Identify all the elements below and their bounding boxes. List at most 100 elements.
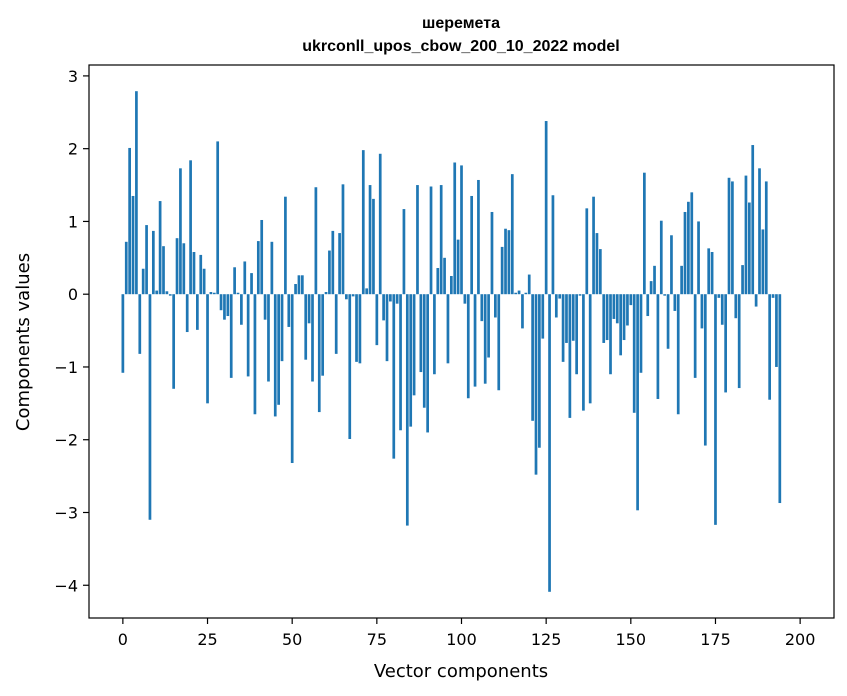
bar-190 bbox=[764, 181, 768, 295]
bar-132 bbox=[568, 294, 572, 418]
bar-150 bbox=[629, 294, 633, 306]
bar-91 bbox=[429, 186, 433, 295]
bar-55 bbox=[307, 294, 311, 324]
bar-14 bbox=[168, 294, 172, 296]
bar-171 bbox=[700, 294, 704, 329]
bar-2 bbox=[128, 147, 131, 295]
bar-123 bbox=[538, 294, 541, 448]
bar-167 bbox=[687, 201, 690, 295]
bar-43 bbox=[267, 294, 270, 382]
bar-178 bbox=[724, 294, 727, 393]
bar-22 bbox=[196, 294, 199, 330]
bar-145 bbox=[612, 294, 616, 319]
bar-59 bbox=[321, 294, 325, 376]
bar-115 bbox=[510, 174, 514, 295]
bar-159 bbox=[659, 220, 663, 295]
bar-49 bbox=[287, 294, 291, 327]
bar-6 bbox=[141, 268, 145, 295]
bar-3 bbox=[131, 195, 135, 295]
bar-117 bbox=[517, 290, 521, 295]
bar-133 bbox=[571, 294, 575, 341]
bar-151 bbox=[632, 294, 636, 413]
bar-141 bbox=[598, 249, 602, 295]
bar-34 bbox=[236, 292, 240, 295]
bar-67 bbox=[348, 294, 352, 439]
bar-70 bbox=[358, 294, 362, 364]
bar-188 bbox=[758, 168, 761, 295]
bar-52 bbox=[297, 275, 301, 295]
bar-0 bbox=[121, 294, 125, 373]
bar-136 bbox=[582, 294, 585, 411]
bar-186 bbox=[751, 145, 755, 295]
y-tick-label: −4 bbox=[54, 576, 78, 595]
bar-183 bbox=[741, 265, 744, 295]
x-tick-label: 50 bbox=[282, 630, 302, 649]
bar-142 bbox=[602, 294, 606, 343]
bar-27 bbox=[212, 292, 216, 295]
y-tick-label: −1 bbox=[54, 358, 78, 377]
bar-162 bbox=[670, 235, 673, 295]
bar-72 bbox=[365, 288, 369, 295]
bar-10 bbox=[155, 290, 159, 295]
bar-192 bbox=[771, 294, 775, 298]
bar-138 bbox=[588, 294, 592, 404]
bar-98 bbox=[453, 162, 457, 295]
bar-series bbox=[121, 91, 782, 592]
bar-107 bbox=[483, 294, 487, 384]
bar-125 bbox=[544, 121, 548, 295]
bar-164 bbox=[676, 294, 680, 415]
bar-185 bbox=[747, 202, 751, 295]
bar-173 bbox=[707, 248, 711, 295]
bar-129 bbox=[558, 294, 562, 299]
bar-8 bbox=[148, 294, 152, 520]
bar-51 bbox=[294, 284, 297, 295]
bar-13 bbox=[165, 291, 169, 295]
bar-71 bbox=[361, 150, 365, 295]
bar-7 bbox=[145, 225, 148, 295]
bar-97 bbox=[449, 276, 453, 295]
bar-19 bbox=[185, 294, 189, 333]
bar-172 bbox=[703, 294, 707, 446]
bar-82 bbox=[399, 294, 402, 431]
bar-58 bbox=[317, 294, 321, 413]
y-tick-label: −3 bbox=[54, 503, 78, 522]
bar-126 bbox=[548, 294, 551, 592]
bar-73 bbox=[368, 185, 372, 295]
bar-15 bbox=[172, 294, 176, 389]
y-axis-label: Components values bbox=[13, 253, 34, 431]
bar-112 bbox=[500, 246, 504, 295]
bar-85 bbox=[409, 294, 413, 427]
bar-93 bbox=[436, 268, 440, 295]
bar-130 bbox=[561, 294, 565, 362]
bar-109 bbox=[490, 211, 494, 295]
bar-143 bbox=[605, 294, 609, 341]
bar-23 bbox=[199, 254, 203, 295]
bar-33 bbox=[233, 267, 236, 295]
bar-47 bbox=[280, 294, 284, 362]
bar-46 bbox=[277, 294, 280, 405]
bar-20 bbox=[189, 160, 192, 295]
bar-26 bbox=[209, 292, 213, 295]
bar-157 bbox=[653, 265, 656, 295]
bar-69 bbox=[355, 294, 358, 362]
bar-90 bbox=[426, 294, 429, 433]
x-tick-label: 150 bbox=[616, 630, 647, 649]
bar-148 bbox=[622, 294, 626, 341]
bar-175 bbox=[714, 294, 717, 525]
bar-176 bbox=[717, 294, 721, 298]
bar-53 bbox=[300, 275, 304, 295]
bar-134 bbox=[575, 294, 578, 375]
bar-182 bbox=[737, 294, 741, 389]
bar-108 bbox=[487, 294, 490, 358]
y-tick-label: 1 bbox=[68, 212, 78, 231]
plot-frame bbox=[88, 64, 835, 619]
bar-111 bbox=[497, 294, 501, 391]
bar-37 bbox=[246, 294, 250, 377]
bar-180 bbox=[731, 181, 734, 295]
bar-94 bbox=[439, 185, 443, 295]
x-tick-label: 100 bbox=[446, 630, 477, 649]
bar-24 bbox=[202, 268, 206, 295]
bar-169 bbox=[693, 294, 697, 378]
x-tick-label: 125 bbox=[531, 630, 562, 649]
x-tick-label: 75 bbox=[367, 630, 387, 649]
